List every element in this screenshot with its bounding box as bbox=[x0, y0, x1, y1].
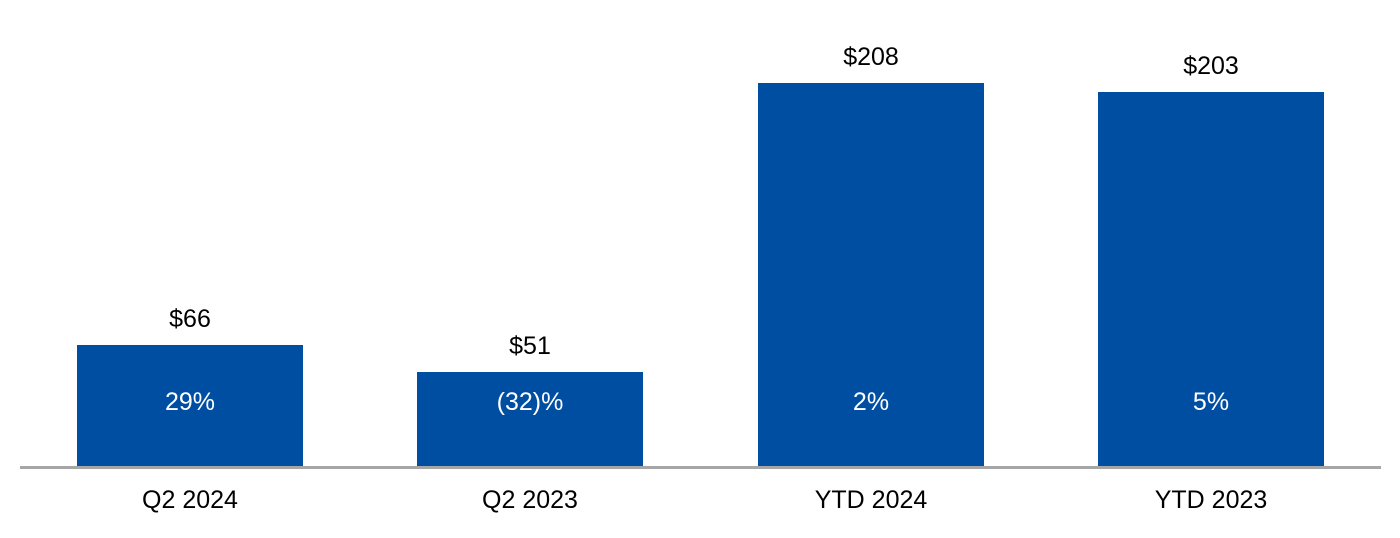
bar-value-label: $208 bbox=[843, 42, 899, 71]
bar-value-label: $66 bbox=[169, 304, 211, 333]
x-axis-label: YTD 2024 bbox=[814, 486, 928, 514]
bar-group-q2-2024: $66 29% Q2 2024 bbox=[77, 304, 303, 514]
x-axis-label: YTD 2023 bbox=[1154, 486, 1268, 514]
bar-percent-label: 29% bbox=[164, 387, 216, 416]
x-axis-label: Q2 2024 bbox=[142, 486, 238, 514]
bar-group-q2-2023: $51 (32)% Q2 2023 bbox=[417, 331, 643, 514]
x-axis-line bbox=[20, 466, 1381, 469]
bar: (32)% bbox=[417, 372, 643, 466]
bar-value-label: $203 bbox=[1183, 51, 1239, 80]
bar-percent-label: 5% bbox=[1192, 387, 1230, 416]
bar: 2% bbox=[758, 83, 984, 466]
bar-percent-label: (32)% bbox=[496, 387, 564, 416]
bar-group-ytd-2023: $203 5% YTD 2023 bbox=[1098, 51, 1324, 514]
bar: 5% bbox=[1098, 92, 1324, 466]
bar-group-ytd-2024: $208 2% YTD 2024 bbox=[758, 42, 984, 514]
bar: 29% bbox=[77, 345, 303, 466]
bar-percent-label: 2% bbox=[852, 387, 890, 416]
bar-value-label: $51 bbox=[509, 331, 551, 360]
x-axis-label: Q2 2023 bbox=[482, 486, 578, 514]
